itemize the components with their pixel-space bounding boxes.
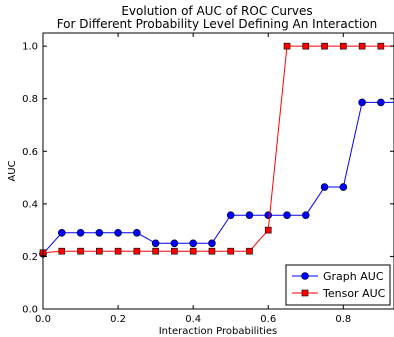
series-line-graph-auc	[42, 101, 394, 255]
data-point-tensor-auc	[302, 42, 310, 50]
legend-label-graph-auc: Graph AUC	[323, 270, 384, 283]
axis-ticks: 0.0 0.2 0.4 0.6 0.8 0.0 0.2 0.4 0.6 0.8 1.0	[22, 33, 394, 325]
chart-title-line-1: Evolution of AUC of ROC Curves	[121, 4, 312, 18]
data-point-tensor-auc	[377, 42, 385, 50]
data-point-graph-auc	[226, 211, 235, 219]
data-point-graph-auc	[114, 228, 122, 237]
legend-marker-graph-auc	[301, 272, 309, 280]
data-point-tensor-auc	[58, 247, 66, 255]
legend-marker-tensor-auc	[301, 289, 309, 297]
data-point-tensor-auc	[96, 247, 103, 255]
y-tick-label: 0.4	[22, 199, 38, 210]
series-layer	[39, 42, 394, 258]
x-axis-label: Interaction Probabilities	[159, 326, 278, 337]
data-point-graph-auc	[301, 211, 310, 219]
data-point-tensor-auc	[358, 42, 366, 50]
data-point-graph-auc	[76, 228, 85, 237]
plot-frame	[42, 32, 394, 310]
x-tick-label: 0.0	[35, 314, 51, 325]
legend: Graph AUC Tensor AUC	[285, 264, 391, 306]
data-point-graph-auc	[264, 211, 273, 219]
data-point-tensor-auc	[77, 247, 84, 255]
data-point-graph-auc	[283, 211, 291, 219]
data-point-graph-auc	[95, 228, 104, 237]
x-tick-label: 0.6	[260, 314, 276, 325]
data-point-graph-auc	[245, 211, 254, 219]
data-point-graph-auc	[170, 239, 179, 248]
data-point-tensor-auc	[189, 247, 197, 255]
y-tick-label: 0.6	[22, 147, 38, 158]
data-point-tensor-auc	[114, 247, 122, 255]
data-point-graph-auc	[208, 239, 216, 248]
data-point-graph-auc	[57, 228, 66, 237]
y-tick-label: 1.0	[22, 42, 38, 53]
x-tick-label: 0.2	[110, 314, 126, 325]
data-point-tensor-auc	[152, 247, 159, 255]
y-tick-label: 0.2	[22, 252, 38, 263]
data-point-tensor-auc	[321, 42, 328, 50]
data-point-tensor-auc	[283, 42, 291, 50]
data-point-tensor-auc	[246, 247, 253, 255]
data-point-graph-auc	[320, 183, 329, 191]
x-tick-label: 0.8	[335, 314, 351, 325]
data-point-graph-auc	[339, 183, 348, 191]
data-point-graph-auc	[377, 98, 385, 107]
data-point-graph-auc	[133, 228, 141, 237]
data-point-tensor-auc	[227, 247, 235, 255]
y-tick-label: 0.0	[22, 305, 38, 316]
data-point-tensor-auc	[208, 247, 216, 255]
y-tick-label: 0.8	[22, 94, 38, 105]
data-point-tensor-auc	[133, 247, 141, 255]
data-point-tensor-auc	[340, 42, 347, 50]
data-point-graph-auc	[189, 239, 197, 248]
y-axis-label: AUC	[7, 160, 18, 181]
chart-title-line-2: For Different Probability Level Defining…	[57, 17, 378, 31]
data-point-tensor-auc	[264, 226, 272, 234]
data-point-graph-auc	[151, 239, 160, 248]
x-tick-label: 0.4	[185, 314, 201, 325]
legend-label-tensor-auc: Tensor AUC	[322, 287, 386, 300]
series-line-tensor-auc	[42, 45, 394, 254]
data-point-graph-auc	[358, 98, 366, 107]
legend-box	[285, 264, 391, 306]
data-point-tensor-auc	[171, 247, 178, 255]
